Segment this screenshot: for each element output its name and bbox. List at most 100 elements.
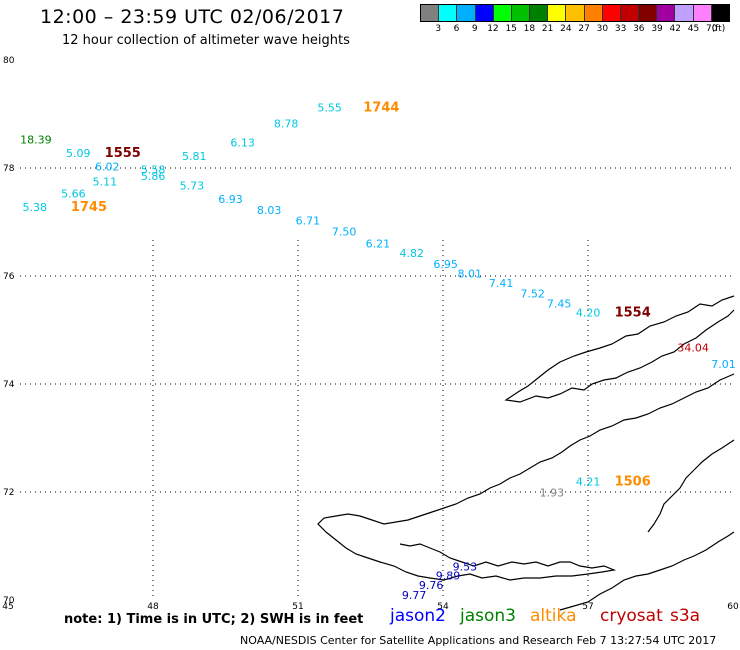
legend-label: 42 — [669, 24, 682, 34]
legend-swatch — [530, 5, 549, 21]
wave-height-label: 34.04 — [677, 342, 709, 355]
wave-height-label: 5.11 — [93, 175, 118, 188]
wave-height-label: 4.82 — [400, 247, 425, 260]
coastline-southern-shore — [559, 531, 735, 611]
map-note: note: 1) Time is in UTC; 2) SWH is in fe… — [64, 612, 364, 627]
legend-label: 39 — [651, 24, 663, 34]
map-subtitle: 12 hour collection of altimeter wave hei… — [62, 33, 350, 48]
wave-height-label: 6.02 — [95, 161, 120, 174]
legend-label: 24 — [560, 24, 572, 34]
wave-height-label: 6.71 — [296, 215, 321, 228]
legend-swatch — [511, 5, 531, 21]
satellite-label-cryosat: cryosat — [600, 606, 663, 626]
wave-height-label: 8.78 — [274, 118, 299, 131]
wave-height-label: 8.03 — [257, 204, 282, 217]
lat-tick-label: 70 — [3, 596, 15, 606]
legend-swatch — [639, 5, 658, 21]
satellite-label-jason2: jason2 — [390, 606, 446, 626]
map-footer: NOAA/NESDIS Center for Satellite Applica… — [240, 634, 717, 647]
lat-tick-label: 80 — [3, 56, 15, 66]
wave-height-label: 7.01 — [711, 358, 736, 371]
wave-height-label: 6.13 — [230, 136, 255, 149]
legend-swatch — [439, 5, 458, 21]
lat-tick-label: 78 — [3, 164, 15, 174]
pass-time-label: 1554 — [615, 306, 651, 321]
wave-height-label: 9.77 — [402, 589, 427, 602]
pass-time-label: 1506 — [615, 475, 651, 490]
wave-height-label: 8.01 — [458, 268, 483, 281]
pass-time-label: 1745 — [71, 200, 107, 215]
legend-unit: (ft) — [711, 24, 726, 34]
legend-label: 12 — [487, 24, 499, 34]
legend-swatch — [493, 5, 512, 21]
legend-swatch — [421, 5, 440, 21]
wave-height-label: 5.86 — [141, 170, 166, 183]
wave-height-label: 6.21 — [366, 237, 391, 250]
wave-height-label: 5.66 — [61, 188, 86, 201]
legend-swatches — [420, 4, 730, 22]
wave-height-label: 6.93 — [218, 193, 243, 206]
legend-swatch — [657, 5, 676, 21]
legend-swatch — [566, 5, 585, 21]
wave-height-label: 9.89 — [436, 569, 461, 582]
wave-height-label: 5.55 — [317, 101, 342, 114]
legend-label: 33 — [614, 24, 627, 34]
legend-label: 27 — [578, 24, 590, 34]
legend-label: 45 — [687, 24, 700, 34]
wave-height-label: 7.52 — [520, 288, 545, 301]
lon-tick-label: 54 — [437, 602, 449, 612]
lon-tick-label: 57 — [582, 602, 593, 612]
lon-tick-label: 51 — [292, 602, 303, 612]
legend-label: 9 — [471, 24, 478, 34]
map-title: 12:00 – 23:59 UTC 02/06/2017 — [40, 6, 345, 28]
legend-label: 36 — [633, 24, 645, 34]
legend-label: 21 — [541, 24, 554, 34]
legend-label: 3 — [435, 24, 442, 34]
wave-height-label: 5.38 — [23, 201, 48, 214]
lon-tick-label: 60 — [727, 602, 739, 612]
legend-swatch — [548, 5, 567, 21]
wave-height-label: 9.76 — [419, 579, 444, 592]
legend-swatch — [711, 5, 729, 21]
wave-height-label: 5.81 — [182, 150, 207, 163]
wave-height-label: 7.45 — [547, 297, 572, 310]
legend-swatch — [675, 5, 694, 21]
legend-swatch — [584, 5, 603, 21]
legend-swatch — [602, 5, 621, 21]
legend-swatch — [620, 5, 640, 21]
coastline-east — [647, 439, 735, 533]
pass-time-label: 1744 — [363, 100, 399, 115]
satellite-label-altika: altika — [530, 606, 577, 626]
legend-labels: (ft) 3 6 9 12 15 18 21 24 27 30 33 36 39 42 45 70 — [420, 22, 730, 36]
lat-tick-label: 76 — [3, 272, 15, 282]
lat-tick-label: 74 — [3, 380, 15, 390]
legend-label: 6 — [453, 24, 460, 34]
coastline-mainland — [317, 373, 735, 581]
color-legend: (ft) 3 6 9 12 15 18 21 24 27 30 33 36 39 42 45 70 — [420, 4, 730, 36]
legend-label: 70 — [706, 24, 718, 34]
lon-tick-label: 45 — [2, 602, 13, 612]
legend-swatch — [693, 5, 712, 21]
pass-time-label: 1555 — [105, 146, 141, 161]
wave-height-label: 18.39 — [20, 134, 52, 147]
satellite-label-s3a: s3a — [670, 606, 701, 626]
wave-height-label: 9.53 — [453, 560, 478, 573]
legend-swatch — [475, 5, 494, 21]
wave-height-label: 4.21 — [576, 476, 601, 489]
wave-height-label: 4.20 — [576, 307, 601, 320]
wave-height-label: 5.73 — [180, 180, 205, 193]
legend-label: 18 — [523, 24, 536, 34]
legend-swatch — [457, 5, 476, 21]
lon-tick-label: 48 — [147, 602, 159, 612]
wave-height-label: 5.09 — [66, 147, 91, 160]
graticule: 45 48 51 54 57 60 70 72 74 76 78 80 — [2, 56, 739, 612]
lat-tick-label: 72 — [3, 488, 14, 498]
wave-height-label: 6.95 — [433, 258, 458, 271]
wave-height-label: 7.50 — [332, 226, 357, 239]
wave-height-label: 1.93 — [540, 486, 565, 499]
satellite-label-jason3: jason3 — [460, 606, 516, 626]
coastline-north-island — [504, 295, 735, 403]
legend-label: 15 — [505, 24, 517, 34]
